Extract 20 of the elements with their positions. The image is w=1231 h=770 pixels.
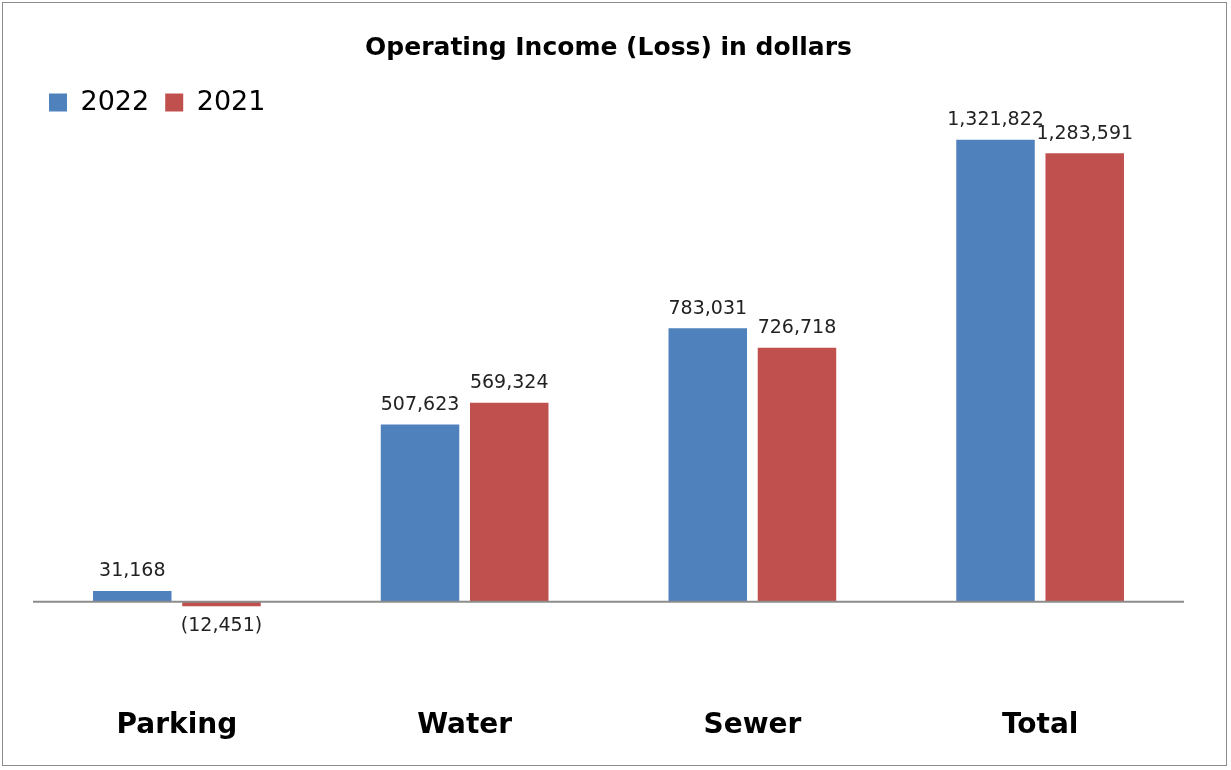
x-tick-label: Total	[1001, 707, 1079, 741]
bar	[668, 328, 748, 602]
bar	[469, 402, 549, 602]
data-label: 31,168	[99, 558, 166, 581]
data-label: (12,451)	[180, 612, 263, 635]
legend-label: 2021	[196, 84, 266, 116]
legend-label: 2022	[80, 84, 150, 116]
x-tick-label: Sewer	[703, 707, 802, 741]
data-label: 726,718	[757, 315, 837, 338]
bar	[380, 424, 460, 602]
data-label: 783,031	[668, 295, 748, 318]
bar	[1045, 153, 1124, 602]
chart-title: Operating Income (Loss) in dollars	[365, 31, 852, 61]
data-label: 569,324	[469, 370, 549, 393]
x-tick-label: Parking	[116, 707, 238, 741]
bar	[956, 139, 1035, 602]
bar	[93, 590, 172, 602]
x-tick-label: Water	[417, 707, 513, 741]
data-label: 507,623	[380, 391, 460, 414]
bar	[757, 347, 837, 602]
